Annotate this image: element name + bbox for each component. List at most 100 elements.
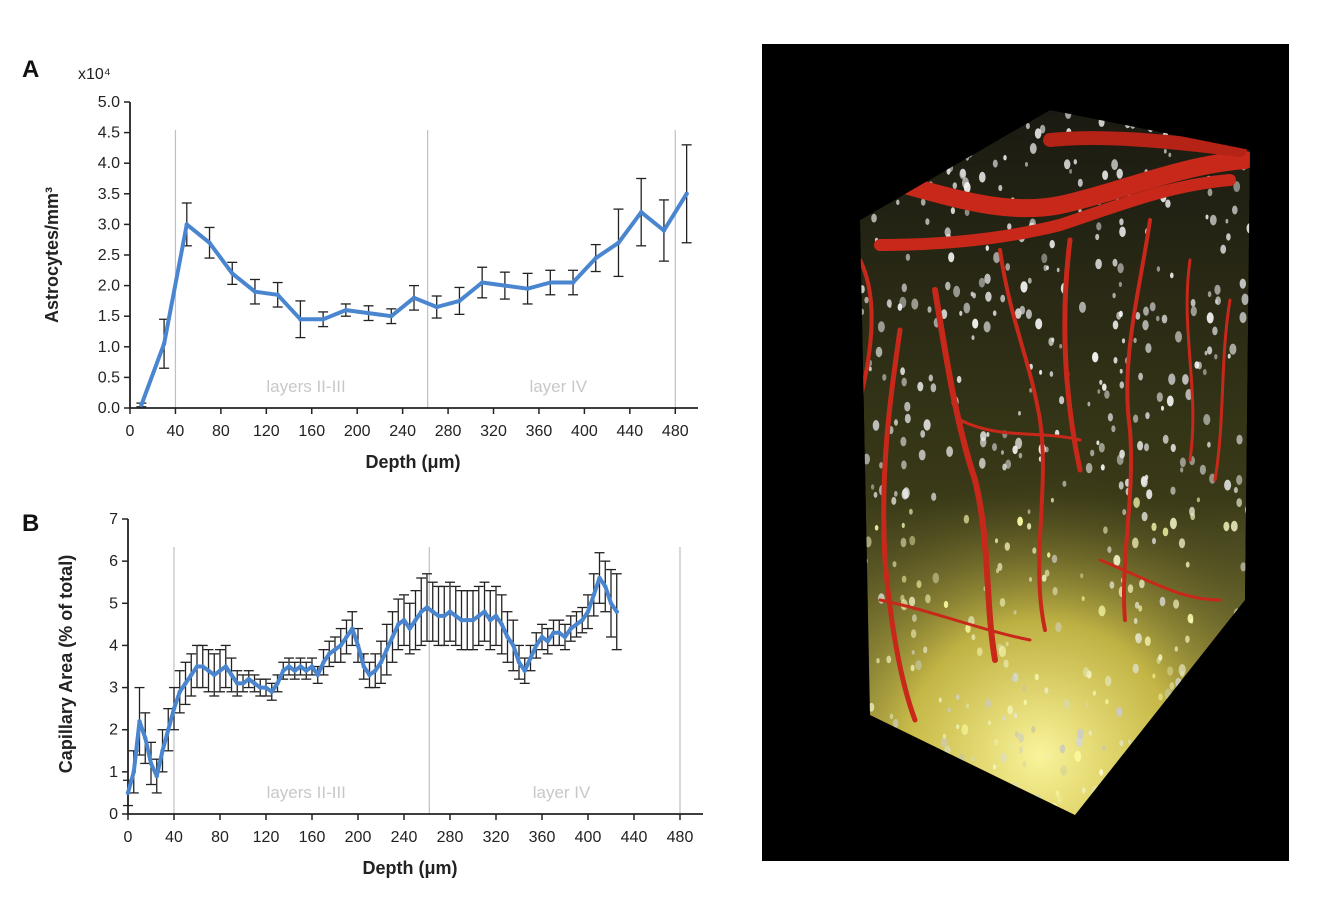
chart-b-data-point-37 [338,643,343,648]
chart-b-data-point-45 [384,647,389,652]
astrocyte-cell [979,171,986,183]
astrocyte-cell [1225,218,1229,224]
astrocyte-cell [897,303,903,311]
astrocyte-cell [1239,312,1247,324]
astrocyte-cell [1002,463,1007,471]
astrocyte-cell [953,285,961,298]
astrocyte-cell [1097,389,1101,394]
astrocyte-cell [1233,487,1238,494]
chart-a-x-tick-label-2: 80 [212,423,230,440]
chart-b: layers II-III layer IV 0 40 80 120 160 200 240 2… [56,511,703,878]
astrocyte-cell [1132,537,1139,549]
astrocyte-cell [886,299,892,308]
astrocyte-cell [945,281,951,291]
chart-a-region-label-1: layer IV [529,377,587,396]
astrocyte-cell [918,449,926,461]
astrocyte-cell [963,182,971,193]
astrocyte-cell [1175,331,1182,343]
astrocyte-cell [917,381,924,392]
astrocyte-cell [908,596,916,607]
astrocyte-cell [1075,736,1083,748]
astrocyte-cell [1204,350,1208,356]
astrocyte-cell [1194,361,1200,369]
astrocyte-cell [1156,392,1163,402]
astrocyte-cell [943,600,949,609]
astrocyte-cell [1236,475,1243,485]
chart-b-data-point-13 [200,664,205,669]
chart-b-data-point-82 [597,575,602,581]
chart-b-y-tick-label-5: 5 [109,595,118,612]
astrocyte-cell [1236,498,1242,508]
astrocyte-cell [1140,476,1148,488]
astrocyte-cell [1107,413,1113,422]
chart-b-data-point-52 [424,605,430,610]
chart-a-x-tick-label-0: 0 [126,423,135,440]
chart-b-data-point-24 [263,685,269,690]
chart-b-series [125,575,619,796]
astrocyte-cell [1018,452,1023,459]
astrocyte-cell [1134,601,1140,609]
astrocyte-cell [1034,673,1039,681]
chart-a-y-tick-label-0: 0.0 [98,400,120,417]
astrocyte-cell [1095,233,1100,241]
astrocyte-cell [1209,214,1217,226]
chart-a-data-point-17 [525,286,530,291]
chart-a-y-multiplier: x10⁴ [78,66,111,83]
astrocyte-cell [1007,223,1012,231]
chart-b-x-tick-label-1: 40 [165,829,183,846]
astrocyte-cell [1014,308,1022,319]
astrocyte-cell [1013,712,1018,719]
chart-b-data-point-85 [614,609,619,614]
astrocyte-cell [1062,480,1067,487]
astrocyte-cell [946,446,953,457]
chart-b-data-point-59 [465,617,470,623]
astrocyte-cell [1230,520,1238,532]
astrocyte-cell [1059,396,1065,405]
astrocyte-cell [1236,434,1243,445]
astrocyte-cell [1178,538,1186,549]
astrocyte-cell [992,310,997,317]
astrocyte-cell [1133,497,1140,508]
astrocyte-cell [1214,284,1221,295]
chart-b-x-tick-label-10: 400 [575,829,602,846]
chart-b-y-ticks: 0 1 2 3 4 5 6 7 [109,511,128,823]
astrocyte-cell [1003,659,1009,668]
chart-a-data-point-22 [639,209,644,215]
chart-b-data-point-35 [327,651,332,657]
astrocyte-cell [1059,744,1066,754]
astrocyte-cell [1119,218,1124,226]
astrocyte-cell [1025,309,1032,320]
astrocyte-cell [1144,636,1151,646]
astrocyte-cell [1098,605,1106,617]
chart-a-data-point-14 [457,298,462,304]
astrocyte-cell [1105,675,1112,687]
chart-b-data-point-40 [355,643,361,648]
astrocyte-cell [1102,383,1107,391]
astrocyte-cell [1003,155,1007,161]
chart-b-data-point-3 [143,735,148,741]
chart-b-data-point-69 [522,668,527,673]
astrocyte-cell [874,525,879,531]
chart-b-y-tick-label-0: 0 [109,806,118,823]
chart-b-data-point-81 [591,592,596,598]
astrocyte-cell [928,374,933,382]
astrocyte-cell [984,273,991,284]
astrocyte-cell [993,252,1001,264]
chart-b-data-point-38 [344,634,349,640]
astrocyte-cell [1209,473,1216,484]
astrocyte-cell [947,707,951,713]
chart-b-data-point-63 [488,617,493,623]
astrocyte-cell [961,724,969,736]
chart-b-data-point-5 [154,773,159,779]
astrocyte-cell [1059,344,1063,349]
chart-a-data-point-12 [411,295,417,301]
chart-a-data-point-21 [616,240,621,245]
astrocyte-cell [944,227,951,238]
chart-b-data-point-21 [246,676,251,682]
astrocyte-cell [979,457,986,469]
chart-a-x-tick-label-4: 160 [298,423,325,440]
astrocyte-cell [1169,682,1175,690]
astrocyte-cell [1170,486,1176,495]
chart-a-y-tick-label-10: 5.0 [98,94,120,111]
astrocyte-cell [877,321,885,333]
